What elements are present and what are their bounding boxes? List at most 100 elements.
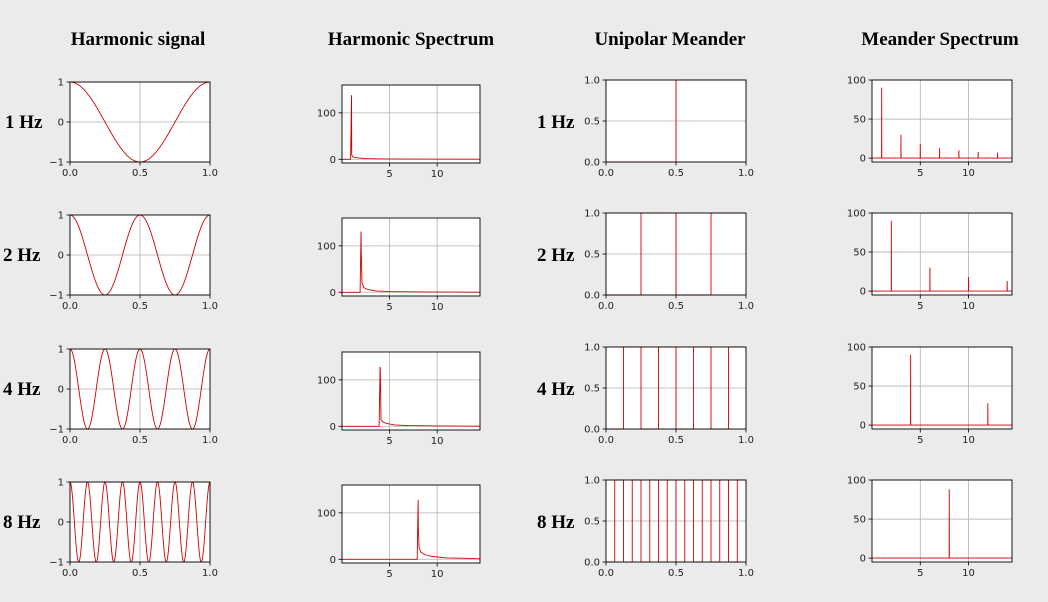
meander-row-label-1hz: 1 Hz: [537, 112, 575, 133]
data-line: [606, 212, 746, 296]
harmonic-1hz-axes: 0.0 0.5 1.0 −1 0 1: [49, 78, 218, 180]
y-tick-label: 0: [330, 422, 336, 433]
y-tick-label: 0.5: [584, 250, 600, 261]
y-tick-label: 0: [860, 554, 866, 565]
x-tick-label: 0.5: [132, 301, 148, 312]
column-title-meander-spectrum: Meander Spectrum: [861, 29, 1019, 50]
x-tick-label: 0.0: [598, 168, 614, 179]
x-tick-label: 0.0: [598, 435, 614, 446]
plot-unipolar-meander-1hz: 0.0 0.5 1.0 0.0 0.5 1.0: [584, 76, 754, 180]
data-line: [872, 489, 1012, 559]
data-line: [342, 231, 481, 293]
x-tick-label: 10: [962, 168, 975, 179]
axes-frame: [341, 217, 481, 297]
axes-frame: [871, 79, 1013, 163]
x-tick-label: 0.5: [132, 568, 148, 579]
y-tick-label: 100: [847, 343, 866, 354]
axes-background: [872, 80, 1012, 162]
x-tick-label: 1.0: [738, 435, 754, 446]
data-line: [872, 354, 1012, 426]
axes-background: [872, 347, 1012, 429]
x-tick-label: 0.5: [668, 568, 684, 579]
y-tick-label: 0: [860, 421, 866, 432]
axes-background: [342, 85, 480, 163]
x-tick-label: 0.5: [668, 435, 684, 446]
y-tick-label: −1: [49, 558, 64, 569]
y-tick-label: 0.5: [584, 117, 600, 128]
x-tick-label: 1.0: [202, 568, 218, 579]
y-tick-label: 0: [860, 287, 866, 298]
plot-unipolar-meander-4hz: 0.0 0.5 1.0 0.0 0.5 1.0: [584, 343, 754, 447]
y-tick-label: 0: [330, 288, 336, 299]
axes-frame: [341, 84, 481, 164]
row-label-2hz: 2 Hz: [3, 245, 41, 266]
x-tick-label: 1.0: [738, 168, 754, 179]
x-tick-label: 0.5: [132, 168, 148, 179]
y-tick-label: 100: [317, 241, 336, 252]
x-tick-label: 10: [962, 568, 975, 579]
y-tick-label: 50: [853, 115, 866, 126]
meander-1hz-axes: 0.0 0.5 1.0 0.0 0.5 1.0: [584, 76, 754, 180]
y-tick-label: −1: [49, 158, 64, 169]
harmonic-2hz-axes: 0.0 0.5 1.0 −1 0 1: [49, 211, 218, 313]
row-label-4hz: 4 Hz: [3, 379, 41, 400]
x-tick-label: 5: [386, 169, 392, 180]
x-tick-label: 0.0: [62, 301, 78, 312]
x-tick-label: 5: [917, 168, 923, 179]
x-tick-label: 5: [917, 301, 923, 312]
axes-background: [342, 352, 480, 430]
y-tick-label: 1.0: [584, 209, 600, 220]
data-line: [342, 499, 481, 560]
x-tick-label: 10: [431, 302, 444, 313]
meander-row-label-8hz: 8 Hz: [537, 512, 575, 533]
y-tick-label: 0: [58, 385, 64, 396]
x-tick-label: 5: [917, 435, 923, 446]
y-tick-label: 0.0: [584, 291, 600, 302]
y-tick-label: 100: [317, 108, 336, 119]
x-tick-label: 1.0: [202, 168, 218, 179]
row-label-1hz: 1 Hz: [5, 112, 43, 133]
y-tick-label: 50: [853, 382, 866, 393]
x-tick-label: 10: [431, 569, 444, 580]
y-tick-label: 0.0: [584, 558, 600, 569]
axes-background: [872, 480, 1012, 562]
y-tick-label: 100: [847, 476, 866, 487]
x-tick-label: 10: [431, 436, 444, 447]
x-tick-label: 10: [431, 169, 444, 180]
axes-frame: [871, 346, 1013, 430]
y-tick-label: 100: [317, 508, 336, 519]
y-tick-label: 50: [853, 515, 866, 526]
axes-background: [342, 485, 480, 563]
y-tick-label: 0.0: [584, 425, 600, 436]
data-line: [342, 95, 481, 160]
meander-8hz-axes: 0.0 0.5 1.0 0.0 0.5 1.0: [584, 476, 754, 580]
y-tick-label: 0.5: [584, 384, 600, 395]
column-title-unipolar-meander: Unipolar Meander: [594, 29, 746, 50]
meander-4hz-axes: 0.0 0.5 1.0 0.0 0.5 1.0: [584, 343, 754, 447]
row-label-8hz: 8 Hz: [3, 512, 41, 533]
plot-unipolar-meander-2hz: 0.0 0.5 1.0 0.0 0.5 1.0: [584, 209, 754, 313]
x-tick-label: 10: [962, 301, 975, 312]
axes-frame: [341, 484, 481, 564]
y-tick-label: 1: [58, 78, 64, 89]
y-tick-label: 0: [860, 154, 866, 165]
y-tick-label: 100: [317, 375, 336, 386]
x-tick-label: 0.5: [132, 435, 148, 446]
y-tick-label: 1.0: [584, 76, 600, 87]
y-tick-label: −1: [49, 291, 64, 302]
axes-frame: [341, 351, 481, 431]
data-line: [606, 479, 746, 563]
x-tick-label: 0.0: [598, 301, 614, 312]
y-tick-label: 1: [58, 211, 64, 222]
x-tick-label: 1.0: [738, 568, 754, 579]
